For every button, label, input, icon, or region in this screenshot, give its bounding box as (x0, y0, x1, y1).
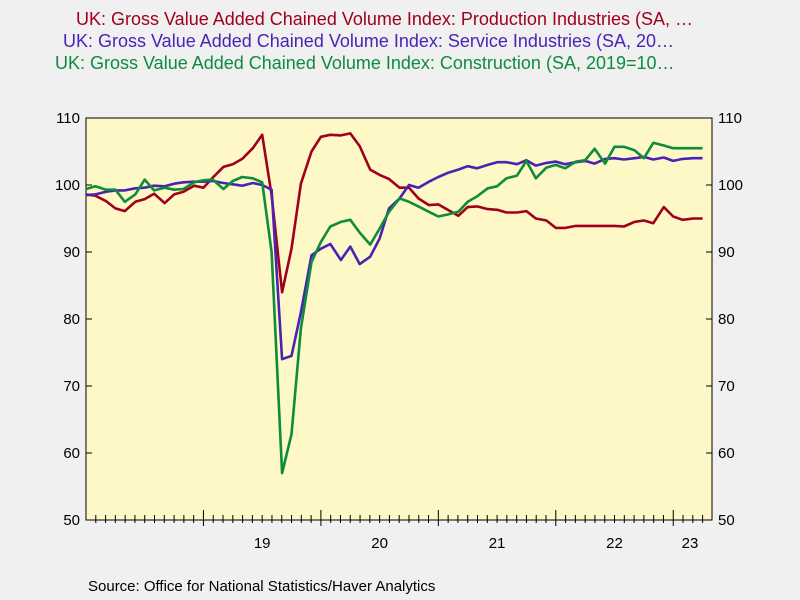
left-y-tick-label: 80 (63, 311, 80, 328)
right-y-tick-label: 90 (718, 244, 735, 261)
legend-entry-construction: UK: Gross Value Added Chained Volume Ind… (55, 53, 675, 73)
x-tick-label: 23 (682, 535, 699, 552)
x-tick-label: 19 (254, 535, 271, 552)
right-y-tick-label: 110 (718, 110, 742, 127)
legend-entry-production: UK: Gross Value Added Chained Volume Ind… (76, 9, 694, 29)
source-note: Source: Office for National Statistics/H… (88, 578, 436, 595)
series-line-2 (85, 141, 703, 475)
series-line-0 (85, 132, 703, 294)
x-tick-label: 20 (371, 535, 388, 552)
axes: 50 50 60 60 70 70 80 80 90 90 100 100 110 110 19 20 21 22… (55, 110, 743, 552)
series-layer (85, 132, 703, 475)
left-y-tick-label: 50 (63, 512, 80, 529)
left-y-tick-label: 100 (55, 177, 80, 194)
right-y-tick-label: 70 (718, 378, 735, 395)
x-tick-label: 21 (489, 535, 506, 552)
left-y-tick-label: 70 (63, 378, 80, 395)
left-y-tick-label: 60 (63, 445, 80, 462)
left-y-tick-label: 90 (63, 244, 80, 261)
left-y-tick-label: 110 (56, 110, 80, 127)
right-y-tick-label: 60 (718, 445, 735, 462)
x-tick-label: 22 (606, 535, 623, 552)
right-y-tick-label: 50 (718, 512, 735, 529)
right-y-tick-label: 100 (718, 177, 743, 194)
legend-entry-services: UK: Gross Value Added Chained Volume Ind… (63, 31, 674, 51)
right-y-tick-label: 80 (718, 311, 735, 328)
plot-area (85, 117, 713, 521)
